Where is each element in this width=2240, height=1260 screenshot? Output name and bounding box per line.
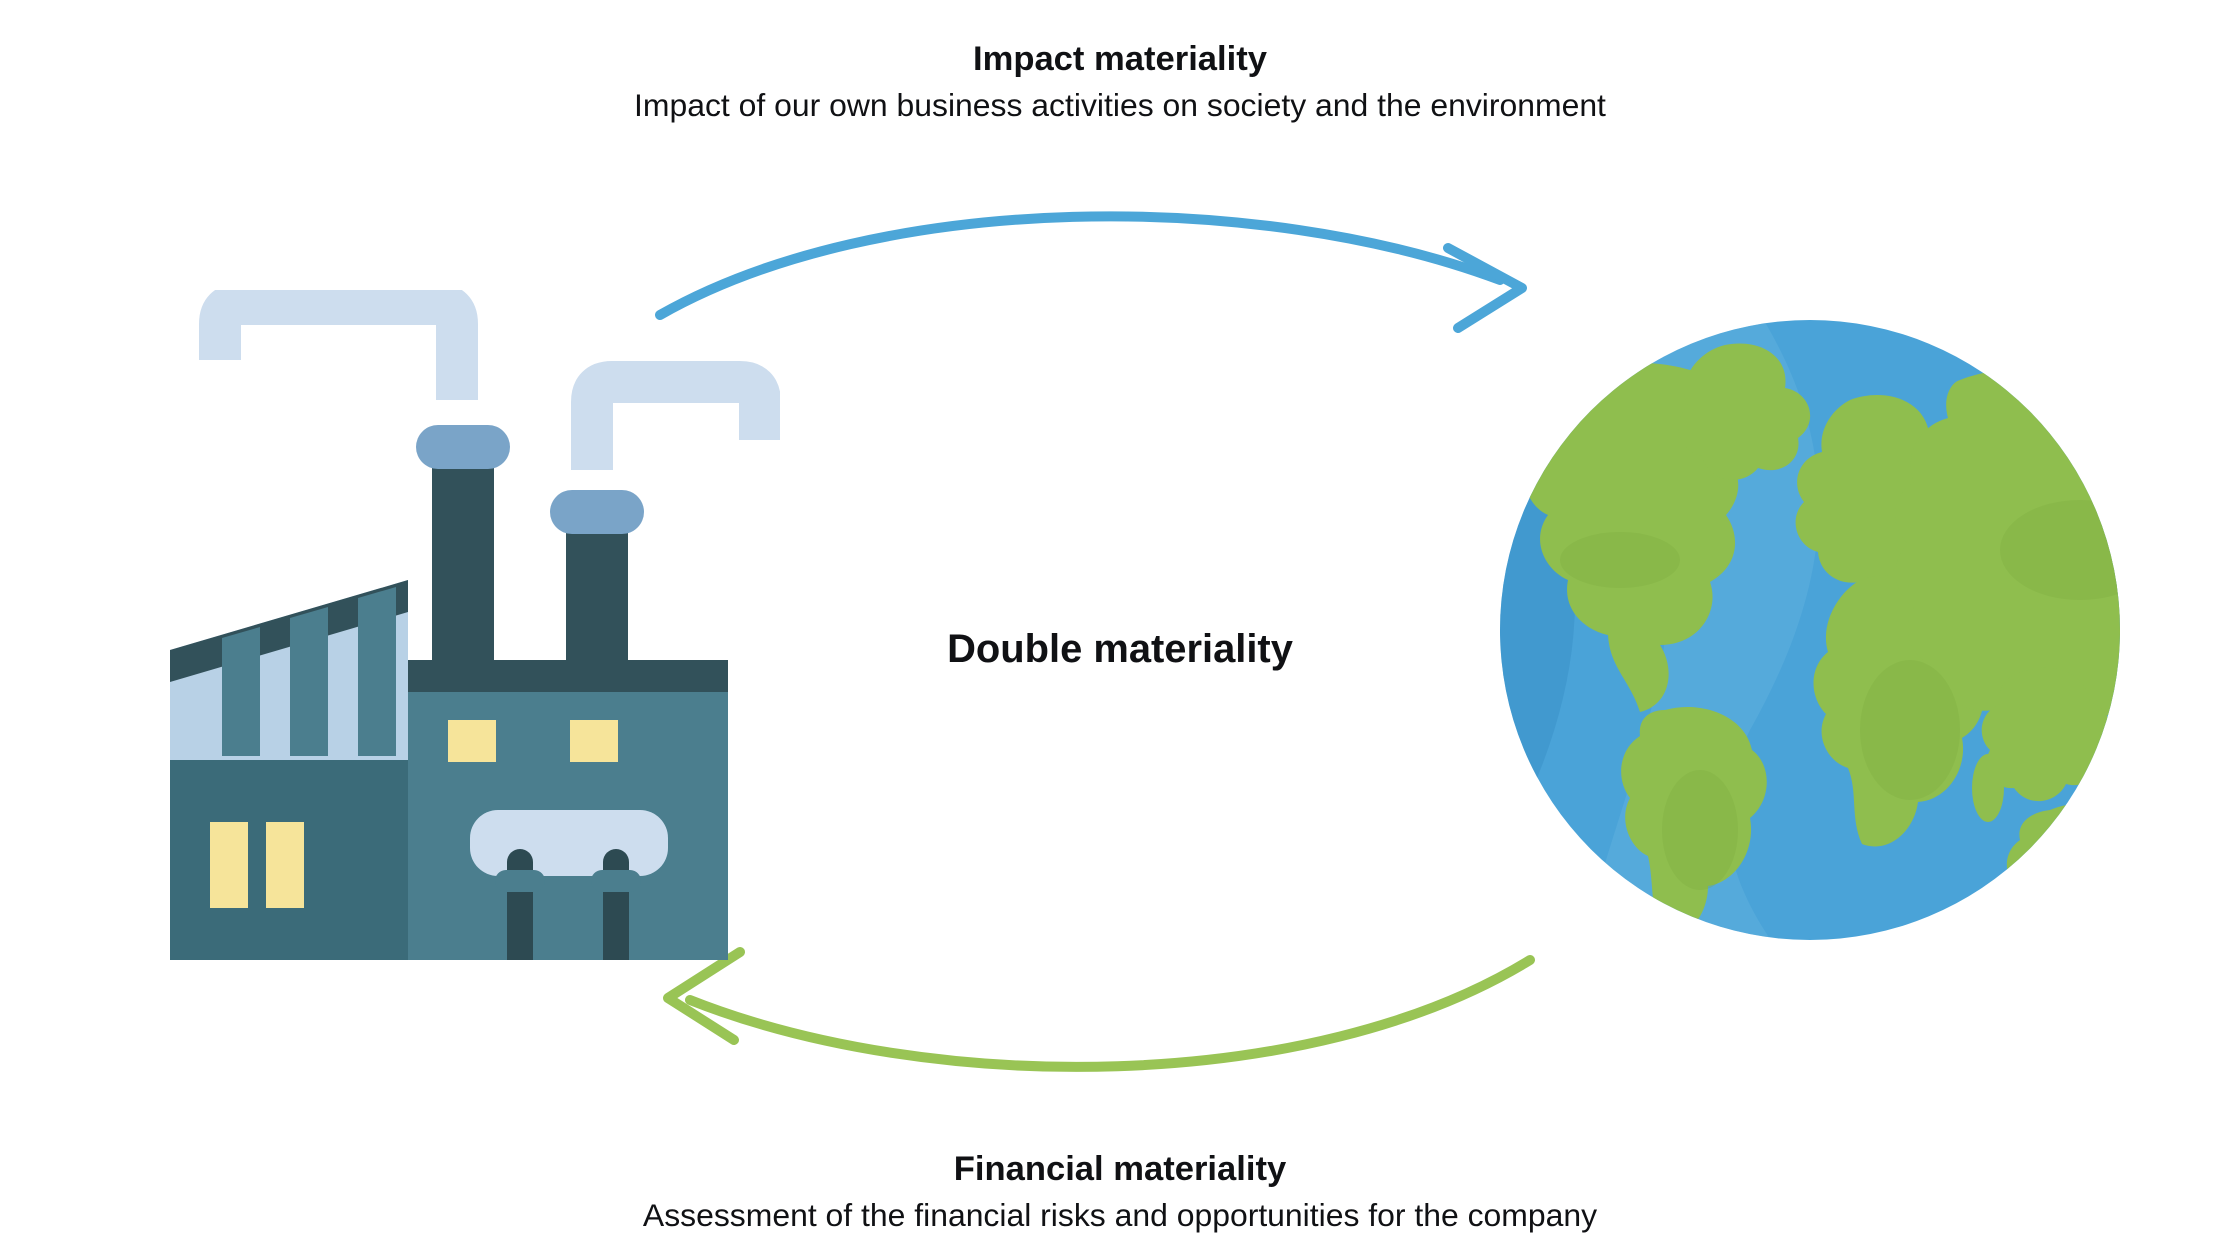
earth-icon (1490, 310, 2130, 950)
factory-icon (140, 290, 780, 960)
impact-materiality-heading: Impact materiality (0, 38, 2240, 81)
financial-materiality-sub: Assessment of the financial risks and op… (0, 1196, 2240, 1236)
diagram-stage: Impact materiality Impact of our own bus… (0, 0, 2240, 1260)
financial-materiality-heading: Financial materiality (0, 1148, 2240, 1191)
impact-materiality-sub: Impact of our own business activities on… (0, 86, 2240, 126)
